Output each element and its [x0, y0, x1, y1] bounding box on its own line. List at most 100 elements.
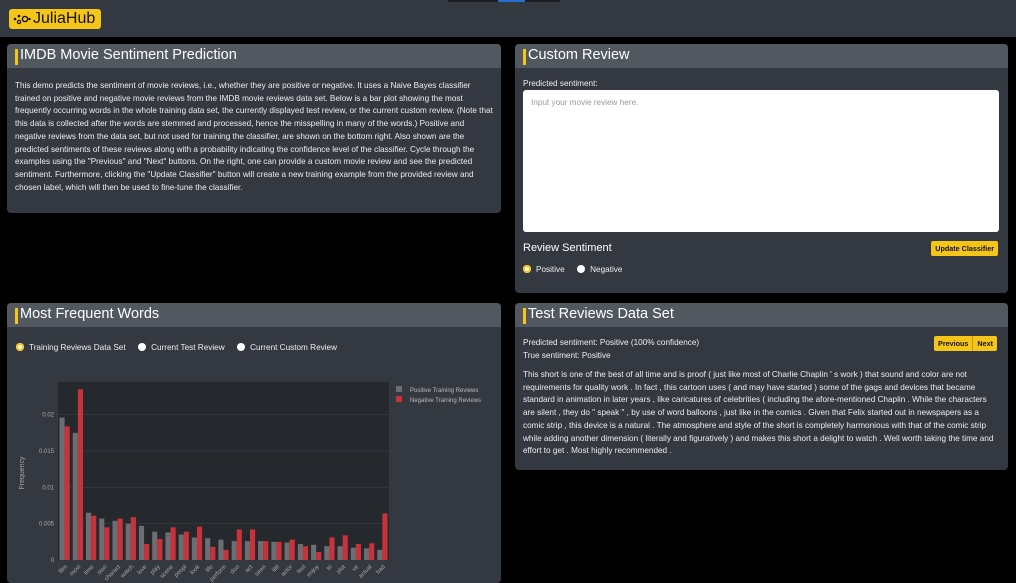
legend-swatch-negative: [396, 396, 402, 402]
radio-unselected-icon: [138, 343, 147, 351]
x-tick-label: feel: [296, 564, 307, 575]
bar-positive-play: [152, 531, 158, 560]
bar-positive-actual: [364, 548, 370, 560]
x-tick-label: tri: [326, 564, 334, 572]
bar-negative-watch: [130, 517, 136, 560]
radio-selected-icon: [16, 343, 24, 351]
logo-dots-icon: [13, 14, 31, 25]
bar-negative-love: [144, 544, 150, 560]
legend-negative: Negative Training Reviews: [410, 398, 481, 404]
bar-positive-seen: [258, 541, 264, 560]
top-tab-indicator: [448, 0, 560, 2]
review-sentiment-label: Review Sentiment: [523, 242, 612, 254]
bar-negative-time: [91, 515, 97, 560]
test-nav-buttons: Previous Next: [934, 336, 997, 351]
intro-description: This demo predicts the sentiment of movi…: [15, 81, 493, 192]
next-button[interactable]: Next: [973, 336, 997, 351]
radio-positive[interactable]: Positive: [523, 265, 565, 274]
x-tick-label: bad: [375, 564, 386, 575]
radio-training[interactable]: Training Reviews Data Set: [16, 343, 126, 352]
legend-swatch-positive: [396, 386, 402, 392]
bar-negative-peopl: [183, 531, 189, 560]
y-tick-label: 0: [51, 558, 55, 564]
bar-negative-look: [197, 526, 203, 560]
bar-negative-charact: [117, 518, 123, 560]
predicted-sentiment-label: Predicted sentiment:: [523, 79, 598, 88]
bar-negative-perform: [223, 549, 229, 560]
x-tick-label: plot: [336, 564, 347, 575]
x-tick-label: love: [136, 564, 148, 576]
bar-positive-bad: [377, 549, 383, 560]
radio-negative[interactable]: Negative: [577, 265, 622, 274]
radio-label: Negative: [590, 264, 623, 274]
x-tick-label: life: [205, 564, 215, 574]
bar-positive-watch: [125, 523, 131, 560]
y-tick-label: 0.015: [39, 449, 55, 455]
intro-panel: IMDB Movie Sentiment Prediction This dem…: [7, 44, 501, 213]
bar-negative-enjoy: [316, 552, 322, 560]
bar-negative-seen: [263, 541, 269, 560]
word-source-radios: Training Reviews Data Set Current Test R…: [16, 338, 345, 356]
bar-positive-love: [138, 525, 145, 560]
bar-positive-movi: [72, 432, 78, 560]
words-header: Most Frequent Words: [7, 303, 501, 327]
bar-negative-play: [157, 538, 163, 560]
test-predicted-sentiment: Predicted sentiment: Positive (100% conf…: [523, 338, 700, 347]
review-sentiment-radios: Positive Negative: [523, 260, 630, 278]
radio-test-review[interactable]: Current Test Review: [138, 343, 225, 352]
y-tick-label: 0.02: [42, 413, 54, 419]
bar-negative-movi: [77, 389, 83, 560]
update-classifier-button[interactable]: Update Classifier: [931, 241, 998, 256]
x-tick-label: littl: [271, 564, 280, 573]
bar-negative-ve: [355, 544, 362, 560]
logo-text: JuliaHub: [33, 10, 96, 27]
custom-review-title: Custom Review: [528, 47, 630, 63]
bar-negative-actor: [289, 539, 295, 560]
bar-positive-ve: [350, 547, 356, 560]
intro-header: IMDB Movie Sentiment Prediction: [7, 44, 501, 68]
bar-positive-peopl: [178, 534, 184, 560]
bar-positive-enjoy: [311, 544, 317, 560]
bar-negative-littl: [276, 541, 282, 560]
words-title: Most Frequent Words: [20, 306, 160, 322]
test-header: Test Reviews Data Set: [515, 303, 1008, 327]
bar-negative-actual: [369, 543, 375, 560]
bar-positive-act: [244, 541, 250, 560]
bar-positive-life: [205, 538, 211, 560]
x-tick-label: time: [83, 564, 96, 577]
juliahub-logo[interactable]: JuliaHub: [9, 9, 101, 29]
custom-review-panel: Custom Review Predicted sentiment: Revie…: [515, 44, 1008, 293]
y-axis-label: Frequency: [19, 456, 26, 490]
x-tick-label: don: [230, 564, 241, 575]
bar-negative-don: [236, 529, 242, 560]
top-bar: JuliaHub: [0, 0, 1016, 37]
custom-review-input[interactable]: [523, 90, 999, 232]
bar-negative-life: [210, 546, 216, 560]
bar-positive-film: [59, 417, 65, 560]
intro-title: IMDB Movie Sentiment Prediction: [20, 47, 237, 63]
bar-negative-act: [249, 529, 256, 560]
bar-positive-stori: [99, 518, 105, 560]
x-tick-label: peopl: [174, 564, 189, 579]
x-tick-label: enjoy: [306, 564, 320, 578]
bar-negative-plot: [342, 535, 348, 560]
bar-positive-don: [231, 541, 237, 560]
custom-review-header: Custom Review: [515, 44, 1008, 68]
bar-negative-feel: [302, 546, 309, 560]
bar-positive-time: [85, 512, 92, 560]
legend: Positive Training Reviews Negative Train…: [396, 386, 481, 404]
bar-positive-look: [191, 537, 198, 560]
test-true-sentiment: True sentiment: Positive: [523, 351, 611, 360]
bar-negative-bad: [382, 513, 388, 560]
bar-negative-stori: [104, 527, 110, 560]
previous-button[interactable]: Previous: [934, 336, 974, 351]
x-tick-label: film: [58, 564, 69, 575]
radio-label: Current Custom Review: [250, 342, 337, 352]
x-tick-label: act: [244, 564, 254, 574]
radio-unselected-icon: [577, 265, 586, 273]
radio-custom-review[interactable]: Current Custom Review: [237, 343, 337, 352]
test-reviews-panel: Test Reviews Data Set Predicted sentimen…: [515, 303, 1008, 470]
bar-positive-actor: [284, 542, 290, 560]
bar-negative-tri: [329, 537, 335, 560]
y-tick-label: 0.01: [42, 485, 54, 491]
